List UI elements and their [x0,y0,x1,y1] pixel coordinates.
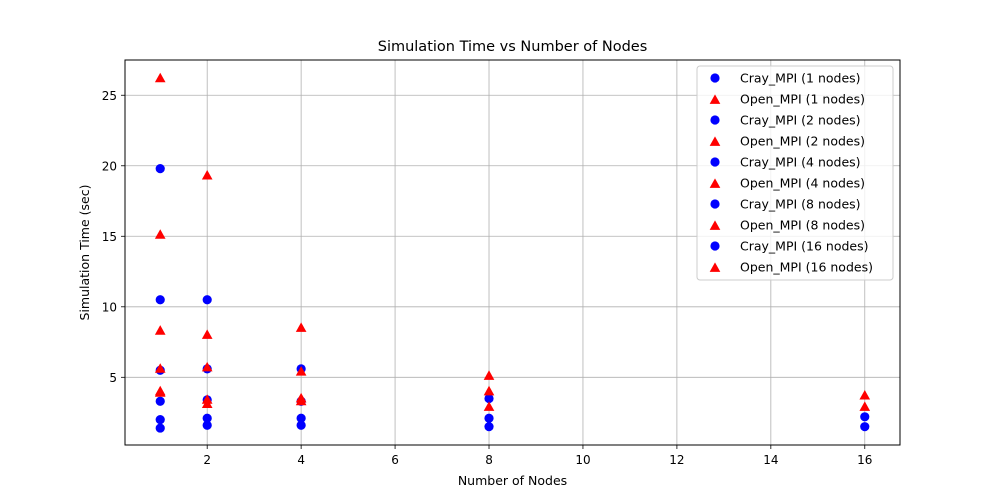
x-tick-label: 14 [763,453,778,467]
open-mpi-point [483,385,495,396]
plot-area-frame [124,59,901,446]
cray-mpi-point [155,295,165,305]
open-mpi-point [295,322,307,332]
cray-mpi-point [155,163,165,174]
y-tick-label: 15 [102,230,117,244]
legend: Cray_MPI (1 nodes) Open_MPI (1 nodes) Cray… [696,65,894,281]
cray-mpi-point [202,295,212,305]
y-tick-label: 10 [102,300,117,314]
legend-open-mpi-marker [709,94,721,104]
axis-ticks: 2 4 6 8 10 12 14 16 5 10 15 20 25 [102,89,873,467]
legend-cray-mpi-marker [710,241,720,251]
y-tick-label: 20 [102,159,117,173]
open-mpi-point [859,401,871,411]
x-tick-label: 8 [485,453,493,467]
legend-cray-mpi-marker [710,115,720,125]
open-mpi-point [859,390,871,400]
cray-mpi-point [860,412,870,422]
legend-box [696,65,894,281]
x-tick-label: 6 [391,453,399,467]
legend-entry-label: Cray_MPI (16 nodes) [740,239,869,254]
legend-cray-mpi-marker [710,157,720,167]
open-mpi-point [201,329,213,339]
cray-mpi-point [202,420,212,430]
open-mpi-point [483,401,495,411]
open-mpi-point [295,366,307,376]
y-axis-label: Simulation Time (sec) [77,185,92,321]
legend-entry-label: Open_MPI (16 nodes) [740,260,873,275]
open-mpi-point [295,395,307,406]
x-tick-label: 12 [669,453,684,467]
open-mpi-point [154,363,166,373]
legend-entry-label: Open_MPI (4 nodes) [740,176,865,191]
x-tick-label: 4 [297,453,305,467]
x-axis-label: Number of Nodes [458,473,567,488]
chart-title: Simulation Time vs Number of Nodes [378,39,648,55]
open-mpi-point [201,170,213,180]
cray-mpi-point [202,413,212,423]
cray-mpi-point [860,422,870,432]
x-tick-label: 16 [857,453,872,467]
x-tick-label: 10 [575,453,590,467]
legend-open-mpi-marker [709,262,721,272]
legend-entry-label: Cray_MPI (4 nodes) [740,155,861,170]
legend-cray-mpi-marker [710,73,720,83]
legend-open-mpi-marker [709,178,721,188]
cray-mpi-point [484,413,494,423]
legend-entry-label: Open_MPI (2 nodes) [740,134,865,149]
cray-mpi-point [296,420,306,430]
cray-mpi-point [484,393,494,404]
legend-open-mpi-marker [709,136,721,146]
legend-entry-label: Open_MPI (1 nodes) [740,92,865,107]
cray-mpi-point [155,415,165,425]
open-mpi-point [483,370,495,380]
cray-mpi-point [484,422,494,432]
legend-cray-mpi-marker [710,199,720,209]
legend-entry-label: Cray_MPI (1 nodes) [740,71,861,86]
open-mpi-point [201,361,213,372]
legend-open-mpi-marker [709,220,721,230]
cray-mpi-point [155,423,165,433]
open-mpi-point [154,72,166,83]
y-tick-label: 5 [109,371,117,385]
legend-entry-label: Open_MPI (8 nodes) [740,218,865,233]
legend-entry-label: Cray_MPI (8 nodes) [740,197,861,212]
open-mpi-point [201,398,213,409]
y-tick-label: 25 [102,89,117,103]
data-points [154,72,871,433]
legend-entry-label: Cray_MPI (2 nodes) [740,113,861,128]
open-mpi-point [154,387,166,397]
open-mpi-point [154,325,166,335]
x-tick-label: 2 [203,453,211,467]
open-mpi-point [154,229,166,239]
cray-mpi-point [155,396,165,406]
cray-mpi-point [296,413,306,423]
